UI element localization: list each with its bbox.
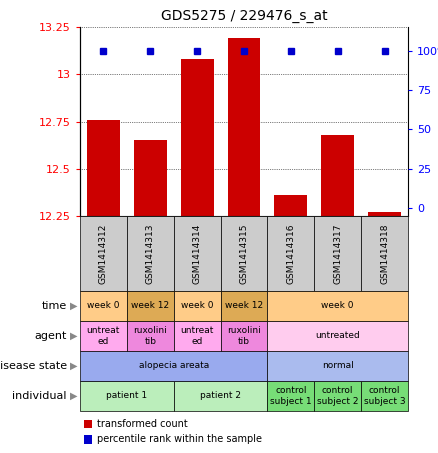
Text: ▶: ▶ <box>70 391 77 401</box>
Text: GSM1414316: GSM1414316 <box>286 223 295 284</box>
Bar <box>181 59 214 216</box>
Bar <box>87 120 120 216</box>
Text: week 12: week 12 <box>225 302 263 310</box>
Text: patient 1: patient 1 <box>106 391 148 400</box>
Text: week 0: week 0 <box>181 302 213 310</box>
Text: control
subject 2: control subject 2 <box>317 386 358 406</box>
Text: GSM1414318: GSM1414318 <box>380 223 389 284</box>
Text: control
subject 3: control subject 3 <box>364 386 406 406</box>
Bar <box>134 140 167 216</box>
Text: normal: normal <box>322 361 353 371</box>
Text: percentile rank within the sample: percentile rank within the sample <box>97 434 261 444</box>
Text: alopecia areata: alopecia areata <box>138 361 209 371</box>
Text: disease state: disease state <box>0 361 67 371</box>
Text: GSM1414314: GSM1414314 <box>193 223 201 284</box>
Text: ruxolini
tib: ruxolini tib <box>134 326 167 346</box>
Text: ▶: ▶ <box>70 361 77 371</box>
Text: control
subject 1: control subject 1 <box>270 386 312 406</box>
Text: week 0: week 0 <box>321 302 354 310</box>
Text: untreat
ed: untreat ed <box>180 326 214 346</box>
Bar <box>228 39 261 216</box>
Text: time: time <box>42 301 67 311</box>
Text: week 12: week 12 <box>131 302 170 310</box>
Bar <box>368 212 401 216</box>
Text: patient 2: patient 2 <box>200 391 241 400</box>
Text: GSM1414312: GSM1414312 <box>99 223 108 284</box>
Title: GDS5275 / 229476_s_at: GDS5275 / 229476_s_at <box>161 9 327 23</box>
Text: ▶: ▶ <box>70 301 77 311</box>
Text: agent: agent <box>35 331 67 341</box>
Text: GSM1414317: GSM1414317 <box>333 223 342 284</box>
Text: untreated: untreated <box>315 332 360 341</box>
Text: ruxolini
tib: ruxolini tib <box>227 326 261 346</box>
Bar <box>275 195 307 216</box>
Text: transformed count: transformed count <box>97 419 187 429</box>
Text: ▶: ▶ <box>70 331 77 341</box>
Bar <box>321 135 354 216</box>
Text: GSM1414313: GSM1414313 <box>146 223 155 284</box>
Text: week 0: week 0 <box>87 302 120 310</box>
Text: GSM1414315: GSM1414315 <box>240 223 248 284</box>
Text: individual: individual <box>12 391 67 401</box>
Text: untreat
ed: untreat ed <box>87 326 120 346</box>
